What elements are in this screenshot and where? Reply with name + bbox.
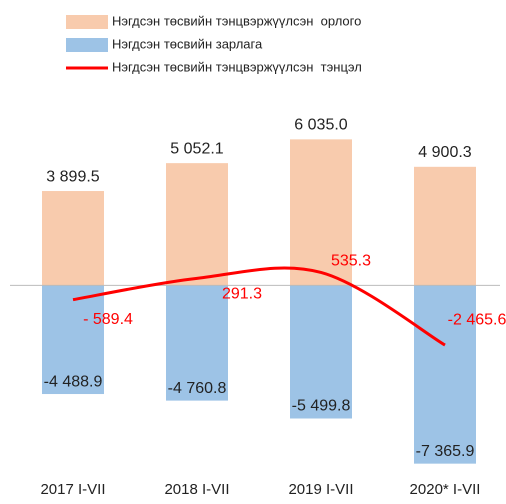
bar <box>42 285 104 395</box>
value-label: 4 900.3 <box>418 144 471 161</box>
bar <box>290 139 352 286</box>
line-value-label: -2 465.6 <box>448 311 506 328</box>
value-label: -4 760.8 <box>168 380 227 397</box>
line-value-label: 535.3 <box>331 253 371 270</box>
line-value-label: 291.3 <box>222 286 262 303</box>
bar <box>166 163 228 286</box>
value-label: 5 052.1 <box>170 140 223 157</box>
legend-label: Нэгдсэн төсвийн зарлага <box>112 36 263 51</box>
x-tick-label: 2019 I-VII <box>288 481 353 498</box>
bar <box>42 191 104 286</box>
bar <box>290 285 352 419</box>
x-tick-label: 2017 I-VII <box>40 481 105 498</box>
value-label: 6 035.0 <box>294 117 347 134</box>
x-tick-label: 2018 I-VII <box>164 481 229 498</box>
bar <box>414 285 476 464</box>
legend-swatch <box>66 15 108 29</box>
line-value-label: - 589.4 <box>83 311 133 328</box>
bar <box>166 285 228 401</box>
value-label: 3 899.5 <box>46 168 99 185</box>
legend-label: Нэгдсэн төсвийн тэнцвэржүүлсэн орлого <box>112 13 361 28</box>
legend-swatch <box>66 38 108 52</box>
value-label: -4 488.9 <box>44 373 103 390</box>
bar <box>414 166 476 286</box>
x-tick-label: 2020* I-VII <box>410 481 481 498</box>
value-label: -5 499.8 <box>292 398 351 415</box>
legend-label: Нэгдсэн төсвийн тэнцвэржүүлсэн тэнцэл <box>112 59 362 74</box>
value-label: -7 365.9 <box>416 443 475 460</box>
balance-line <box>72 266 446 347</box>
